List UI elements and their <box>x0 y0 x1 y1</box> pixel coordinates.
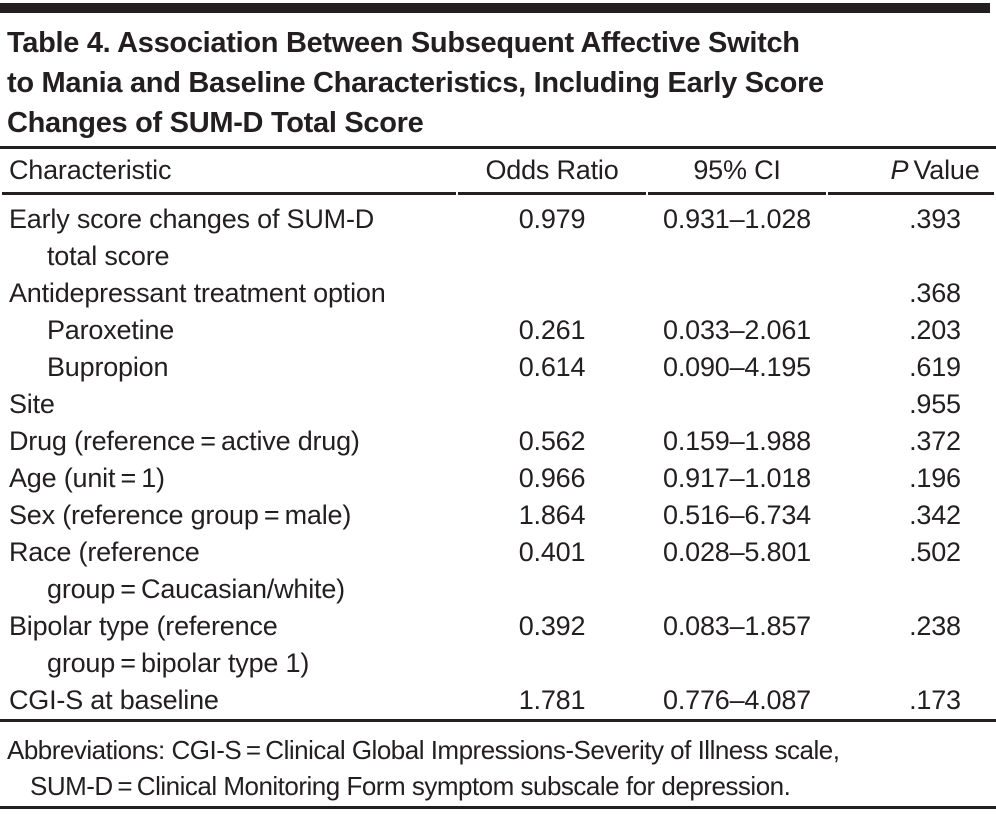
p-value-cell: .196 <box>909 463 961 493</box>
odds-ratio-cell: 0.392 <box>518 611 586 641</box>
row-label-line1: Bipolar type (reference <box>9 611 278 641</box>
odds-ratio-cell: 0.261 <box>518 315 586 345</box>
p-value-cell: .238 <box>909 611 961 641</box>
table-header: Characteristic Odds Ratio 95% CI P Value <box>2 149 994 195</box>
title-rule <box>0 146 996 149</box>
p-value-label: Value <box>908 155 980 185</box>
ci-cell: 0.917–1.018 <box>663 463 811 493</box>
odds-ratio-cell: 0.562 <box>518 426 586 456</box>
ci-cell: 0.159–1.988 <box>663 426 811 456</box>
table-title-line2: to Mania and Baseline Characteristics, I… <box>7 67 824 99</box>
row-label-line2: group = bipolar type 1) <box>47 648 310 678</box>
row-label-line2: group = Caucasian/white) <box>47 574 345 604</box>
abbreviations-line1: Abbreviations: CGI-S = Clinical Global I… <box>7 735 840 765</box>
odds-ratio-cell <box>458 275 646 312</box>
association-table: Characteristic Odds Ratio 95% CI P Value… <box>0 149 996 719</box>
table-row: Paroxetine 0.261 0.033–2.061 .203 <box>2 312 994 349</box>
col-header-95ci: 95% CI <box>648 149 826 195</box>
row-label-cell: Bipolar type (reference group = bipolar t… <box>2 608 456 682</box>
p-value-italic-p: P <box>890 155 909 185</box>
abbreviations-note: Abbreviations: CGI-S = Clinical Global I… <box>0 722 996 806</box>
p-value-cell: .203 <box>909 315 961 345</box>
header-row: Characteristic Odds Ratio 95% CI P Value <box>2 149 994 195</box>
table-row: Bupropion 0.614 0.090–4.195 .619 <box>2 349 994 386</box>
p-value-cell: .342 <box>909 500 961 530</box>
odds-ratio-cell <box>458 386 646 423</box>
p-value-cell: .173 <box>909 685 961 715</box>
table-row: Drug (reference = active drug) 0.562 0.159… <box>2 423 994 460</box>
odds-ratio-cell: 1.781 <box>518 685 586 715</box>
table-row: Sex (reference group = male) 1.864 0.516–6… <box>2 497 994 534</box>
row-label-cell: Race (reference group = Caucasian/white) <box>2 534 456 608</box>
row-label-line1: Antidepressant treatment option <box>9 278 386 308</box>
table-row: Age (unit = 1) 0.966 0.917–1.018 .196 <box>2 460 994 497</box>
row-label-line2: total score <box>47 241 170 271</box>
odds-ratio-cell: 0.979 <box>518 204 586 234</box>
top-bar <box>0 3 990 13</box>
ci-cell: 0.028–5.801 <box>663 537 811 567</box>
row-label-line1: CGI-S at baseline <box>9 685 219 715</box>
table-row: Early score changes of SUM-D total score 0… <box>2 195 994 275</box>
col-header-odds-ratio: Odds Ratio <box>458 149 646 195</box>
row-label-line1: Sex (reference group = male) <box>9 500 352 530</box>
table-row: Site .955 <box>2 386 994 423</box>
row-label-cell: Site <box>2 386 456 423</box>
col-header-characteristic: Characteristic <box>2 149 456 195</box>
ci-cell: 0.090–4.195 <box>663 352 811 382</box>
ci-cell: 0.083–1.857 <box>663 611 811 641</box>
p-value-cell: .955 <box>909 389 961 419</box>
table-row: Race (reference group = Caucasian/white) 0… <box>2 534 994 608</box>
bottom-rule <box>0 806 996 809</box>
ci-cell: 0.776–4.087 <box>663 685 811 715</box>
table-row: Bipolar type (reference group = bipolar t… <box>2 608 994 682</box>
table-title: Table 4. Association Between Subsequent … <box>7 23 990 143</box>
p-value-cell: .368 <box>909 278 961 308</box>
odds-ratio-cell: 1.864 <box>518 500 586 530</box>
odds-ratio-cell: 0.614 <box>518 352 586 382</box>
body-bottom-rule <box>0 719 996 722</box>
ci-cell: 0.931–1.028 <box>663 204 811 234</box>
row-label-cell: CGI-S at baseline <box>2 682 456 719</box>
ci-cell <box>648 275 826 312</box>
table-row: Antidepressant treatment option .368 <box>2 275 994 312</box>
ci-cell: 0.516–6.734 <box>663 500 811 530</box>
p-value-cell: .372 <box>909 426 961 456</box>
p-value-cell: .393 <box>909 204 961 234</box>
row-label-cell: Antidepressant treatment option <box>2 275 456 312</box>
table-row: CGI-S at baseline 1.781 0.776–4.087 .173 <box>2 682 994 719</box>
ci-cell <box>648 386 826 423</box>
p-value-cell: .619 <box>909 352 961 382</box>
table-title-line1: Table 4. Association Between Subsequent … <box>7 27 800 59</box>
row-label-line1: Drug (reference = active drug) <box>9 426 360 456</box>
row-label-line1: Race (reference <box>9 537 200 567</box>
row-label-cell: Bupropion <box>2 349 456 386</box>
row-label-cell: Age (unit = 1) <box>2 460 456 497</box>
row-label-cell: Sex (reference group = male) <box>2 497 456 534</box>
row-label-cell: Paroxetine <box>2 312 456 349</box>
table-body: Early score changes of SUM-D total score 0… <box>2 195 994 719</box>
row-label-line1: Site <box>9 389 55 419</box>
row-label-line1: Age (unit = 1) <box>9 463 165 493</box>
odds-ratio-cell: 0.966 <box>518 463 586 493</box>
table-title-line3: Changes of SUM-D Total Score <box>7 107 424 139</box>
row-label-line1: Bupropion <box>47 352 169 382</box>
abbreviations-line2: SUM-D = Clinical Monitoring Form symptom… <box>30 771 791 801</box>
p-value-cell: .502 <box>909 537 961 567</box>
row-label-cell: Drug (reference = active drug) <box>2 423 456 460</box>
odds-ratio-cell: 0.401 <box>518 537 586 567</box>
row-label-line1: Paroxetine <box>47 315 175 345</box>
col-header-p-value: P Value <box>828 149 994 195</box>
row-label-line1: Early score changes of SUM-D <box>9 204 375 234</box>
ci-cell: 0.033–2.061 <box>663 315 811 345</box>
row-label-cell: Early score changes of SUM-D total score <box>2 195 456 275</box>
